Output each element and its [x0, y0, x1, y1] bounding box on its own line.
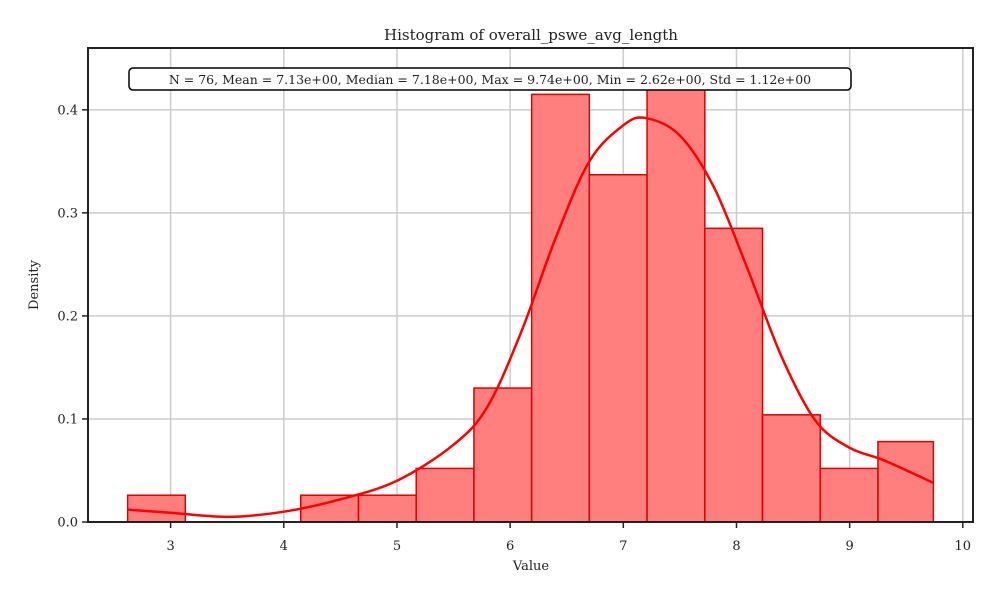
- stats-annotation: N = 76, Mean = 7.13e+00, Median = 7.18e+…: [169, 72, 811, 87]
- kde-curve: [127, 116, 934, 519]
- histogram-bar-13: [877, 440, 935, 523]
- x-axis-ticks: 3 4 5 6 7 8 9 10: [166, 522, 971, 554]
- x-tick-label-7: 10: [955, 539, 972, 554]
- x-tick-label-0: 3: [166, 539, 174, 554]
- x-tick-label-4: 7: [619, 539, 627, 554]
- stats-box: N = 76, Mean = 7.13e+00, Median = 7.18e+…: [128, 67, 852, 91]
- histogram-bar-8: [588, 173, 648, 523]
- histogram-bar-6: [473, 387, 533, 523]
- y-tick-label-0: 0.0: [57, 516, 78, 531]
- histogram-bar-10: [704, 227, 764, 523]
- histogram-bar-4: [357, 494, 417, 523]
- histogram-bars: [126, 67, 935, 523]
- x-axis-label: Value: [512, 559, 549, 574]
- histogram-bar-12: [819, 467, 879, 523]
- histogram-bar-3: [300, 494, 360, 523]
- y-tick-label-3: 0.3: [57, 206, 78, 221]
- histogram-bar-7: [530, 93, 591, 523]
- y-tick-label-4: 0.4: [57, 103, 78, 118]
- histogram-bar-5: [415, 467, 475, 523]
- x-tick-label-5: 8: [732, 539, 740, 554]
- x-tick-label-3: 6: [506, 539, 514, 554]
- chart-title: Histogram of overall_pswe_avg_length: [384, 26, 678, 44]
- y-axis-ticks: 0.0 0.1 0.2 0.3 0.4: [57, 103, 88, 531]
- y-tick-label-2: 0.2: [57, 309, 78, 324]
- y-tick-label-1: 0.1: [57, 412, 78, 427]
- histogram-bar-11: [761, 414, 821, 523]
- y-axis-label: Density: [27, 259, 42, 310]
- histogram-bar-0: [126, 494, 187, 523]
- x-tick-label-6: 9: [846, 539, 854, 554]
- plot-frame: [87, 47, 974, 523]
- x-tick-label-1: 4: [280, 539, 288, 554]
- x-tick-label-2: 5: [393, 539, 401, 554]
- histogram-bar-9: [646, 67, 706, 523]
